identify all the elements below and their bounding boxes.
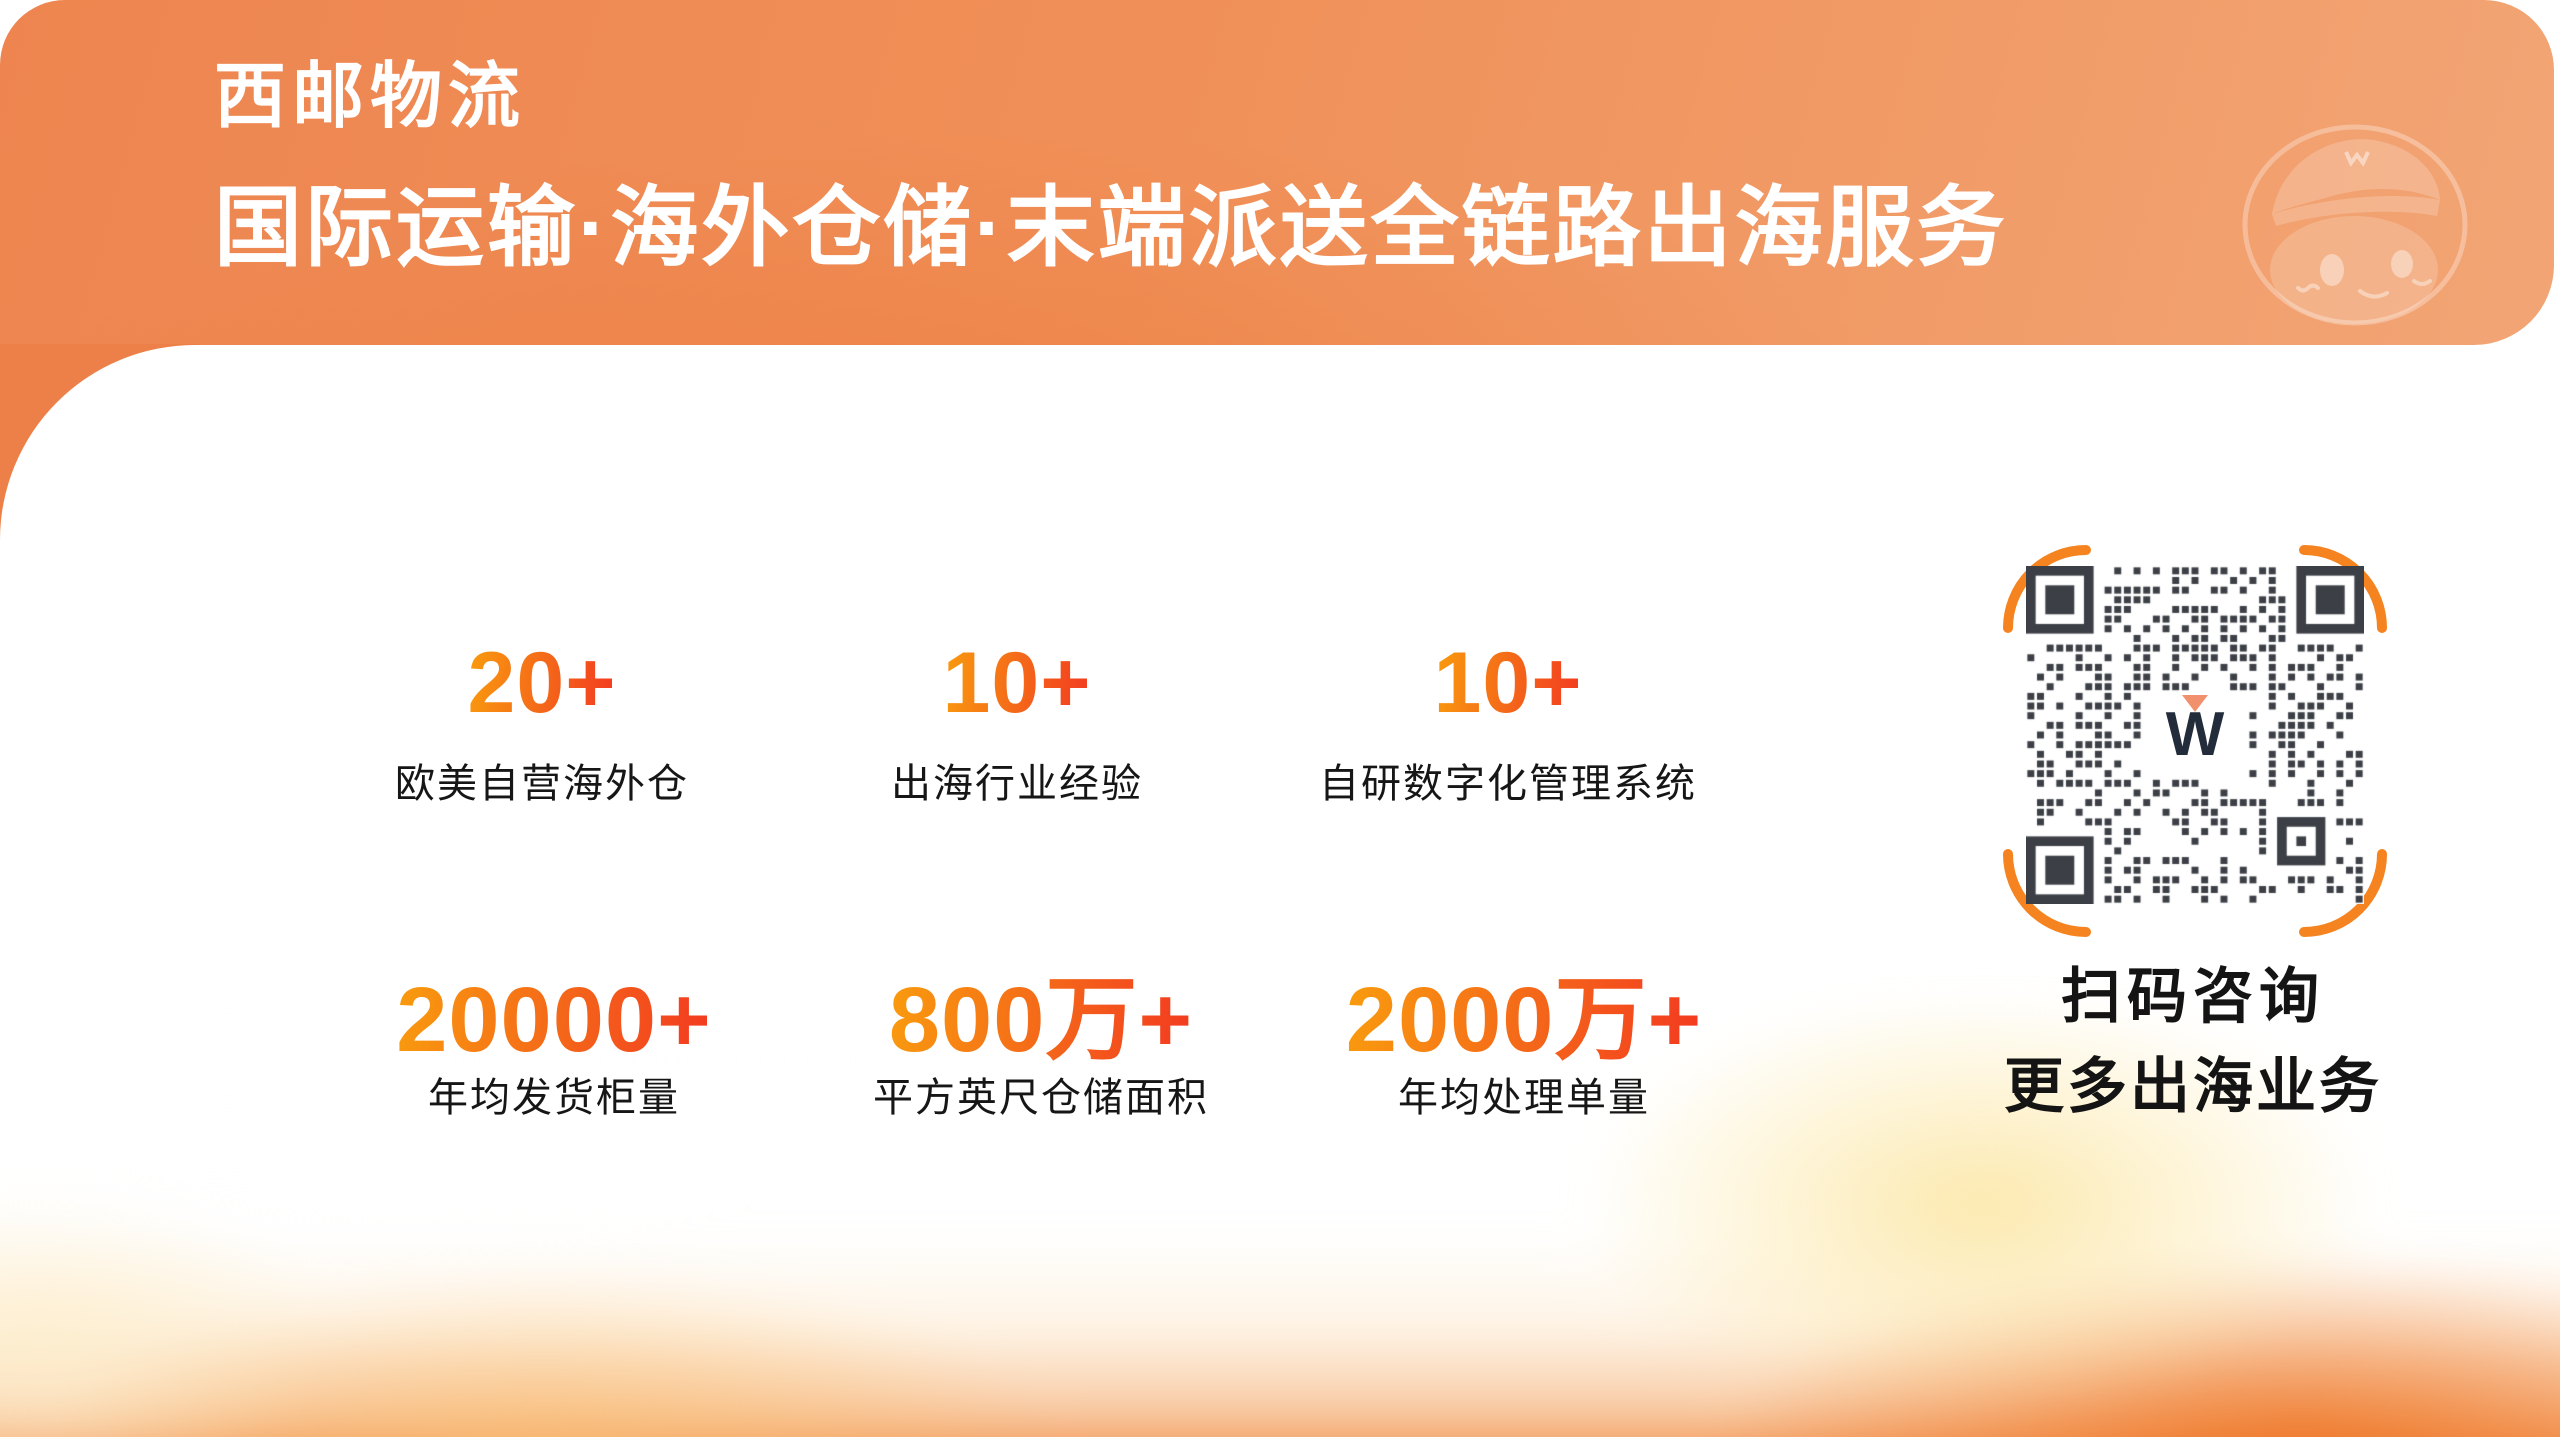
mascot-cap-w-mark — [2344, 151, 2370, 167]
brand-title: 西邮物流 — [214, 57, 527, 137]
stat-value: 800万+ — [888, 969, 1194, 1071]
stat-industry-experience: 10+ 出海行业经验 — [757, 640, 1277, 806]
logo-letter: W — [2165, 700, 2225, 769]
stat-label: 年均发货柜量 — [428, 1076, 680, 1120]
stat-label: 平方英尺仓储面积 — [873, 1076, 1209, 1120]
header-tagline: 国际运输·海外仓储·末端派送全链路出海服务 — [214, 178, 2008, 277]
stat-value: 20000+ — [396, 969, 712, 1071]
stat-warehouse-area: 800万+ 平方英尺仓储面积 — [781, 974, 1301, 1120]
stat-label: 年均处理单量 — [1398, 1076, 1650, 1120]
qr-center-logo: W — [2145, 695, 2245, 773]
stat-value: 2000万+ — [1345, 969, 1703, 1071]
logo-triangle-icon — [2182, 695, 2208, 712]
mascot-cap — [2272, 139, 2440, 214]
stat-label: 自研数字化管理系统 — [1319, 762, 1697, 806]
stat-value: 10+ — [1433, 635, 1583, 731]
stat-overseas-warehouses: 20+ 欧美自营海外仓 — [282, 640, 802, 806]
mascot-right-eye — [2391, 250, 2413, 278]
qr-caption-line2: 更多出海业务 — [2004, 1053, 2382, 1120]
header-shade-decoration — [0, 0, 2554, 345]
qr-caption-line1: 扫码咨询 — [2061, 963, 2325, 1030]
stat-label: 出海行业经验 — [891, 762, 1143, 806]
stat-annual-orders: 2000万+ 年均处理单量 — [1264, 974, 1784, 1120]
stat-digital-systems: 10+ 自研数字化管理系统 — [1248, 640, 1768, 806]
stat-annual-containers: 20000+ 年均发货柜量 — [294, 974, 814, 1120]
stat-value: 10+ — [942, 635, 1092, 731]
stat-label: 欧美自营海外仓 — [395, 762, 689, 806]
stat-value: 20+ — [467, 635, 617, 731]
mascot-icon — [2242, 124, 2468, 326]
header-banner: 西邮物流 国际运输·海外仓储·末端派送全链路出海服务 — [0, 0, 2554, 345]
mascot-left-eye — [2320, 254, 2344, 286]
